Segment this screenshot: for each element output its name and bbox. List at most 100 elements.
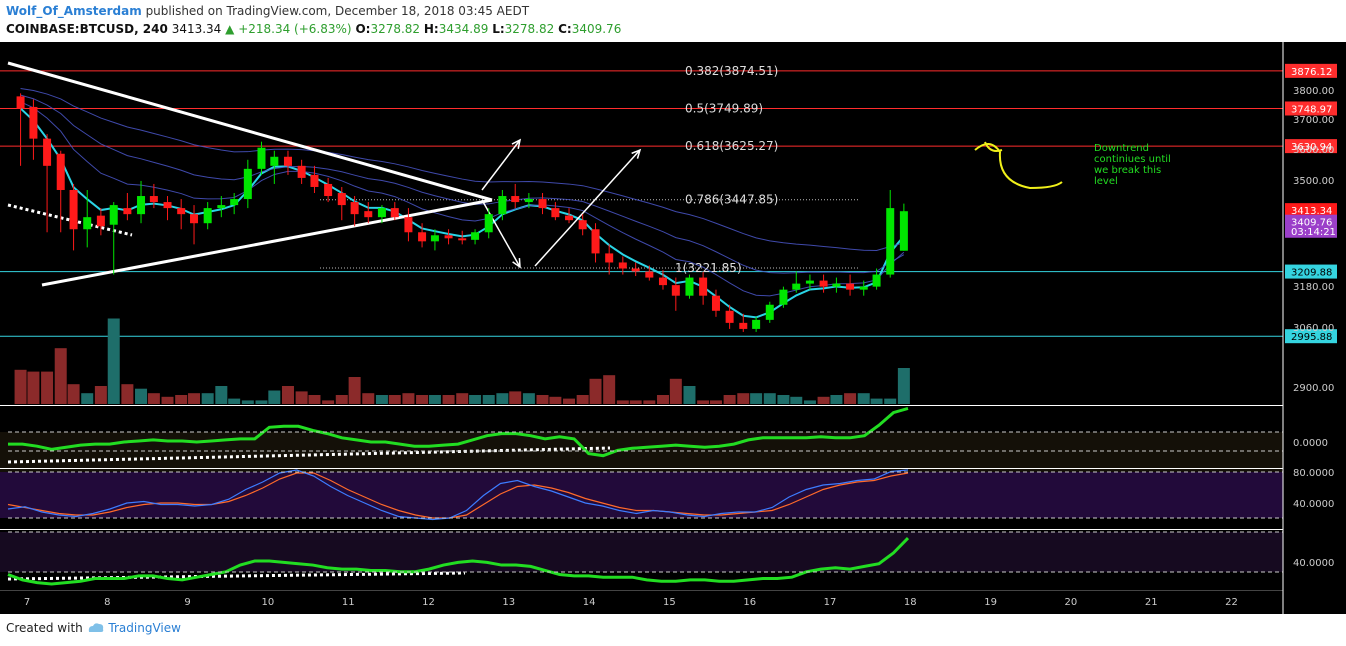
y-tick-label: 2900.00 (1293, 383, 1334, 394)
volume-bar (348, 377, 361, 404)
candle-body (297, 165, 306, 178)
rsi-line (7, 537, 910, 586)
volume-bar (884, 398, 897, 404)
published-text: published on TradingView.com, December 1… (145, 4, 530, 18)
volume-bar (482, 395, 495, 404)
reference-lines (0, 70, 1283, 337)
candle-body (270, 156, 279, 166)
candle-body (430, 235, 439, 242)
x-tick-label: 17 (824, 597, 837, 608)
support-price-tag-bg (1285, 264, 1337, 279)
candle-body (390, 208, 399, 218)
note-line: we break this (1094, 165, 1161, 176)
candle-body (899, 211, 908, 251)
candle-body (29, 106, 38, 139)
ema-line (20, 94, 905, 274)
x-tick-label: 21 (1145, 597, 1158, 608)
volume-bar (522, 393, 535, 404)
change-value: +218.34 (+6.83%) (238, 22, 352, 36)
volume-bar (295, 391, 308, 404)
y-tick-label: 3500.00 (1293, 176, 1334, 187)
publish-line: Wolf_Of_Amsterdam published on TradingVi… (6, 4, 529, 18)
candle-body (163, 202, 172, 209)
fib-ratio-label: 0.5(3749.89) (685, 101, 763, 115)
volume-bar (643, 400, 656, 404)
candle-body (765, 304, 774, 320)
volume-bar (67, 384, 80, 404)
x-tick-label: 19 (984, 597, 997, 608)
volume-bar (335, 395, 348, 404)
volume-bar (228, 398, 241, 404)
volume-bar (81, 393, 94, 404)
volume-bar (830, 395, 843, 404)
osc-dotted-trendline (7, 446, 611, 464)
candle-body (444, 235, 453, 239)
volume-bar (442, 395, 455, 404)
x-tick-label: 22 (1225, 597, 1238, 608)
arrowhead (512, 257, 521, 269)
volume-bar (509, 391, 522, 404)
candle-body (377, 208, 386, 218)
volume-bar (416, 395, 429, 404)
volume-bar (750, 393, 763, 404)
fib-price-tag-bg (1285, 101, 1337, 116)
current-price-tag: 03:14:21 (1291, 227, 1336, 238)
candle-body (524, 199, 533, 203)
candle-body (203, 208, 212, 224)
arrow-line (481, 139, 521, 191)
candle-body (591, 229, 600, 254)
author-link[interactable]: Wolf_Of_Amsterdam (6, 4, 142, 18)
time-axis-band (0, 591, 1346, 614)
candle-body (618, 262, 627, 269)
candle-body (792, 283, 801, 290)
tradingview-link[interactable]: TradingView (108, 621, 181, 635)
note-line: continiues until (1094, 154, 1171, 165)
candle-body (123, 208, 132, 215)
volume-bar (709, 400, 722, 404)
change-up-icon: ▲ (225, 22, 235, 36)
volume-bar (388, 395, 401, 404)
pane-separator (0, 529, 1283, 530)
symbol-label: COINBASE:BTCUSD, 240 (6, 22, 168, 36)
fib-ratio-label: 0.786(3447.85) (685, 193, 778, 207)
y-tick-label: 3060.00 (1293, 323, 1334, 334)
volume-bar (121, 384, 134, 404)
osc-line (8, 406, 909, 458)
x-tick-label: 9 (184, 597, 190, 608)
candle-body (699, 277, 708, 296)
rsi-pane-band (0, 532, 1283, 572)
x-tick-label: 15 (663, 597, 676, 608)
volume-bar (362, 393, 375, 404)
volume-bar (14, 369, 27, 404)
arrowhead (631, 148, 642, 159)
volume-bar (135, 388, 148, 404)
y-tick-label: 3600.00 (1293, 145, 1334, 156)
volume-bar (549, 396, 562, 404)
stoch-tick-label: 40.0000 (1293, 499, 1334, 510)
x-tick-label: 7 (24, 597, 30, 608)
fib-ratio-label: 0.382(3874.51) (685, 64, 778, 78)
support-price-tag-bg (1285, 329, 1337, 344)
candle-body (725, 310, 734, 323)
volume-bar (175, 395, 188, 404)
volume-bar (308, 395, 321, 404)
ema-line (20, 88, 905, 251)
low-label: L: (492, 22, 505, 36)
note-line: Downtrend (1094, 143, 1149, 154)
candle-body (685, 277, 694, 296)
note-line: level (1094, 176, 1118, 187)
price-chart[interactable]: 3800.00 3700.00 3600.00 3500.00 3180.00 3060.… (0, 42, 1346, 614)
price-axis-band (1283, 42, 1346, 591)
candle-body (109, 205, 118, 225)
triangle-lower-line (41, 198, 493, 287)
candle-body (364, 211, 373, 218)
volume-bar (107, 318, 120, 404)
candle-body (96, 215, 105, 227)
candle-body (886, 208, 895, 275)
candle-body (43, 138, 52, 166)
candle-body (310, 174, 319, 187)
close-label: C: (558, 22, 572, 36)
candle-body (739, 322, 748, 329)
volume-bar (428, 395, 441, 404)
volume-bar (54, 348, 67, 404)
